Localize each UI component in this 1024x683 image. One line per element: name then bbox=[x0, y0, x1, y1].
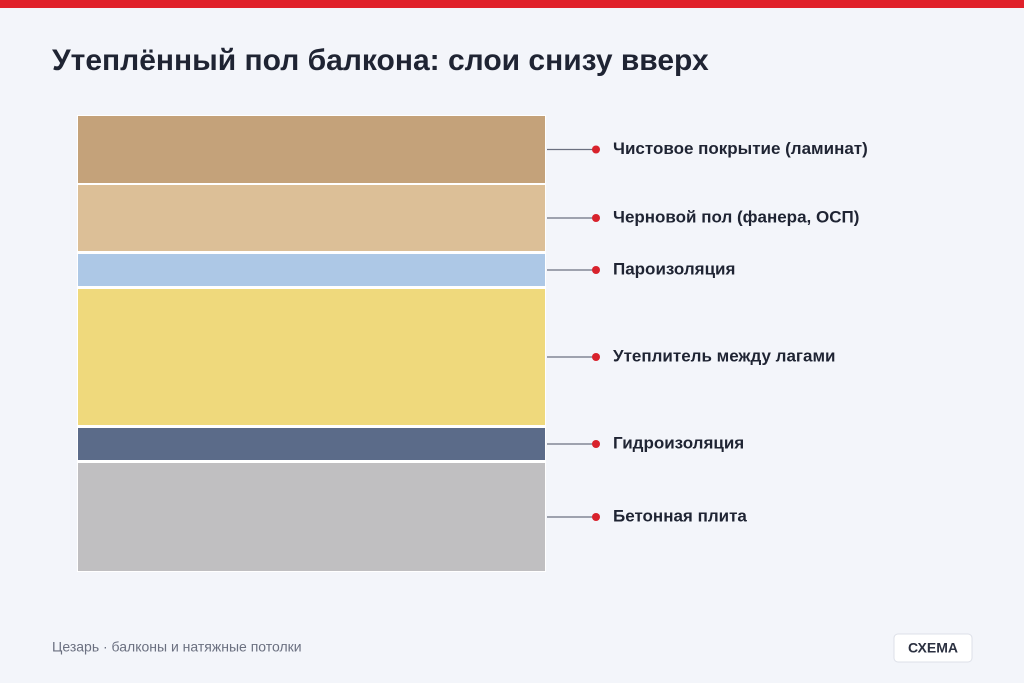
layer-label: Пароизоляция bbox=[613, 259, 735, 278]
layer bbox=[78, 254, 545, 286]
connector-dot bbox=[592, 145, 600, 154]
layer-label: Чистовое покрытие (ламинат) bbox=[613, 139, 868, 158]
connector-dot bbox=[592, 513, 600, 521]
connector-dot bbox=[592, 214, 600, 222]
badge: СХЕМА bbox=[908, 640, 958, 656]
connector-dot bbox=[592, 266, 600, 274]
layer bbox=[78, 116, 545, 183]
top-bar bbox=[0, 0, 1024, 8]
layer bbox=[78, 463, 545, 571]
layer-label: Бетонная плита bbox=[613, 506, 747, 525]
layer bbox=[78, 428, 545, 460]
connector-dot bbox=[592, 440, 600, 448]
layer-label: Черновой пол (фанера, ОСП) bbox=[613, 207, 859, 226]
layer-label: Гидроизоляция bbox=[613, 433, 744, 452]
footer-source: Цезарь · балконы и натяжные потолки bbox=[52, 639, 302, 655]
layer bbox=[78, 289, 545, 425]
badge-box bbox=[893, 633, 973, 663]
layer-label: Утеплитель между лагами bbox=[613, 346, 835, 365]
layer bbox=[78, 185, 545, 251]
title: Утеплённый пол балкона: слои снизу вверх bbox=[52, 44, 709, 77]
connector-dot bbox=[592, 353, 600, 361]
layer-stack: Чистовое покрытие (ламинат) Черновой пол … bbox=[77, 115, 868, 572]
